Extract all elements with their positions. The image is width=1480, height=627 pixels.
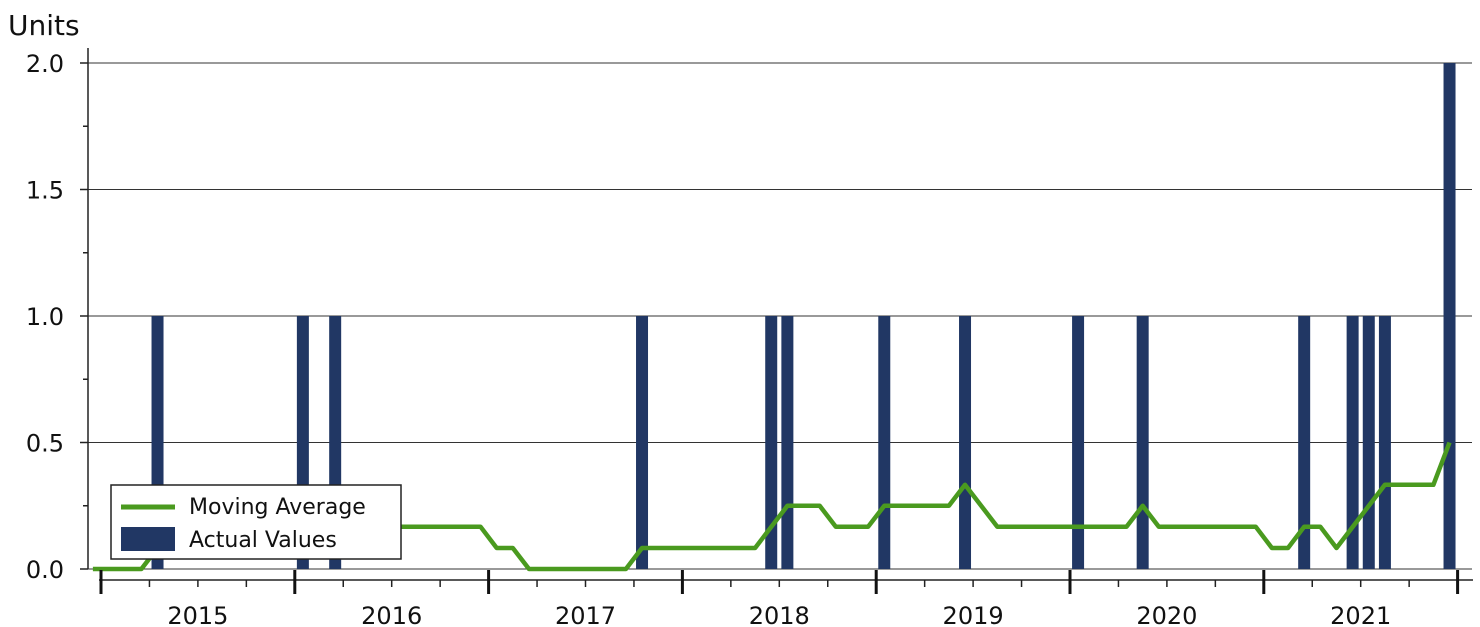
x-tick-label: 2021 <box>1330 602 1391 627</box>
y-tick-label: 0.5 <box>26 430 64 458</box>
x-tick-label: 2019 <box>943 602 1004 627</box>
bar <box>1443 63 1456 569</box>
y-tick-label: 0.0 <box>26 556 64 584</box>
legend-label-line: Moving Average <box>189 495 366 520</box>
x-tick-label: 2016 <box>361 602 422 627</box>
bar-series <box>151 63 1456 569</box>
bar <box>1072 316 1085 569</box>
bar <box>1346 316 1359 569</box>
x-tick-label: 2017 <box>555 602 616 627</box>
legend-bar-swatch <box>121 527 175 551</box>
y-tick-label: 1.0 <box>26 303 64 331</box>
x-tick-label: 2015 <box>167 602 228 627</box>
bar <box>636 316 649 569</box>
axes: 0.0 0.5 1.0 1.5 2.0 2015 2016 2017 2018 2019 2020 2… <box>26 48 1473 627</box>
gridlines <box>88 62 1472 570</box>
y-tick-label: 1.5 <box>26 177 64 205</box>
bar <box>1298 316 1311 569</box>
bar <box>765 316 778 569</box>
x-tick-label: 2020 <box>1136 602 1197 627</box>
bar <box>1136 316 1149 569</box>
bar <box>781 316 794 569</box>
legend: Moving Average Actual Values <box>110 484 402 560</box>
x-tick-label: 2018 <box>749 602 810 627</box>
bar <box>1378 316 1391 569</box>
bar <box>878 316 891 569</box>
y-tick-label: 2.0 <box>26 50 64 78</box>
y-axis-label: Units <box>8 9 80 42</box>
bar <box>1362 316 1375 569</box>
bar <box>959 316 972 569</box>
legend-label-bar: Actual Values <box>189 528 337 553</box>
